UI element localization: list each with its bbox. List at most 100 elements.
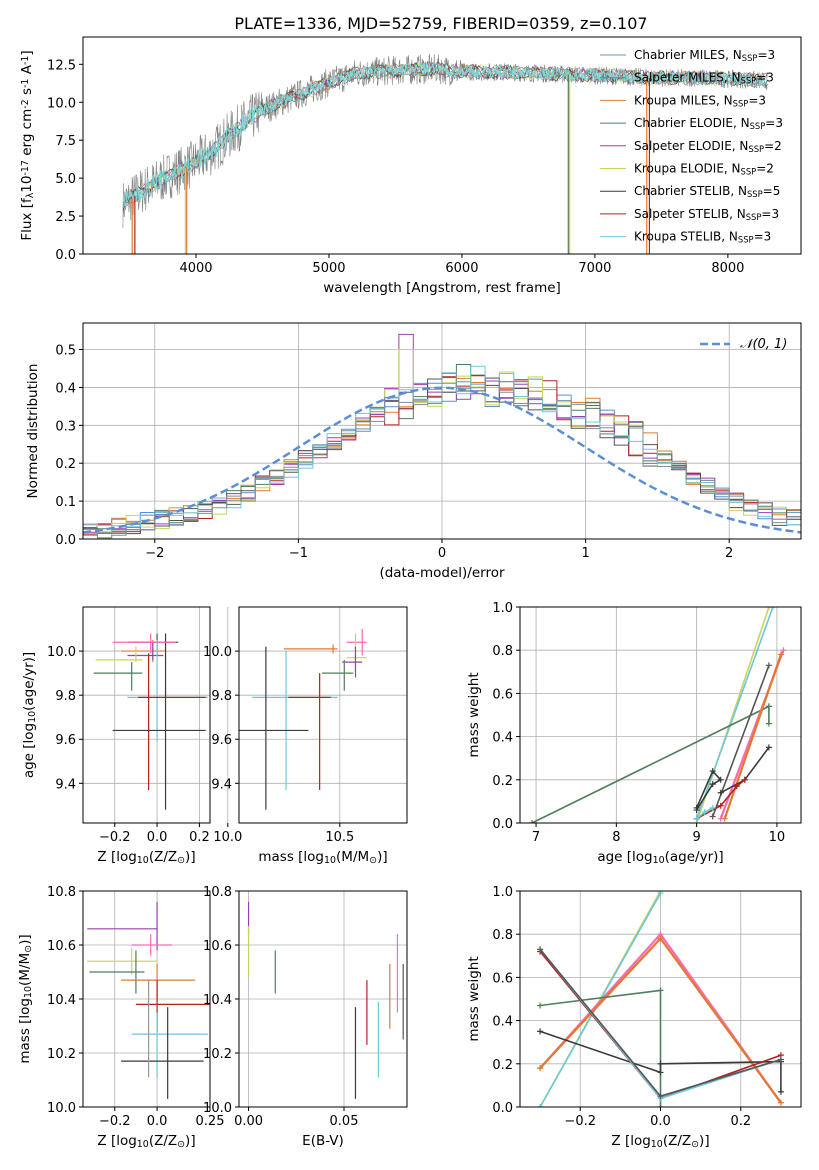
series-marker	[657, 1104, 664, 1107]
x-tick-label: −0.2	[564, 1114, 596, 1129]
text-span: Kroupa MILES, N	[634, 93, 733, 107]
y-tick-label: 10.0	[47, 1101, 76, 1116]
series-marker	[777, 1099, 784, 1106]
x-tick-label: 1	[581, 546, 589, 561]
plot-area	[122, 53, 768, 254]
series-marker	[709, 813, 716, 820]
y-axis-label: mass weight	[466, 956, 482, 1041]
x-tick-label: 0.05	[330, 1114, 359, 1129]
x-axis-label: (data-model)/error	[379, 565, 505, 581]
subscript: SSP	[747, 189, 763, 199]
text-span: age [log	[21, 723, 37, 778]
series-marker	[529, 820, 536, 823]
text-span: =3	[748, 93, 766, 107]
histogram-step-line	[83, 372, 801, 539]
text-span: Kroupa ELODIE, N	[634, 162, 741, 176]
y-tick-label: 10.6	[203, 939, 232, 954]
x-tick-label: 0.00	[234, 1114, 263, 1129]
subscript: 10	[324, 855, 336, 866]
x-tick-label: −0.2	[99, 1114, 131, 1129]
panel-age_vs_Z: −0.2 0.0 0.29.49.69.810.0Z [log10(Z/Z⊙)]ag…	[21, 606, 211, 866]
x-axis-label: E(B-V)	[302, 1133, 344, 1149]
text-span: E(B-V)	[302, 1133, 344, 1149]
legend-label: Salpeter STELIB, NSSP=3	[634, 207, 779, 222]
y-tick-label: 0.5	[55, 344, 76, 359]
series-line	[723, 654, 782, 820]
series-marker	[709, 804, 716, 811]
text-span: =3	[761, 207, 779, 221]
axes-frame	[519, 606, 802, 824]
spectrum-model-line	[122, 63, 768, 209]
y-axis-label: Flux [fλ10-17 erg cm-2 s-1 A-1]	[19, 50, 36, 240]
y-tick-label: 0.8	[492, 928, 513, 943]
series-marker	[721, 815, 728, 822]
series-marker	[657, 987, 664, 994]
plot-area	[529, 607, 787, 823]
y-tick-label: 10.8	[47, 885, 76, 900]
y-tick-label: 9.6	[211, 733, 232, 748]
y-tick-label: 0.4	[55, 381, 76, 396]
y-tick-label: 10.4	[47, 993, 76, 1008]
series-marker	[701, 809, 708, 816]
subscript: ⊙	[369, 855, 377, 866]
superscript: -1	[20, 79, 31, 88]
y-tick-label: 0.4	[492, 1015, 513, 1030]
text-span: age [log	[597, 849, 652, 865]
superscript: -2	[20, 99, 31, 108]
subscript: 10	[137, 855, 149, 866]
text-span: 10	[19, 176, 35, 193]
text-span: (Z/Z	[149, 1133, 177, 1149]
histogram-step-line	[83, 378, 801, 534]
text-span: )]	[377, 849, 388, 865]
axes-frame	[82, 36, 802, 255]
text-span: (Z/Z	[663, 1133, 691, 1149]
text-span: erg cm	[19, 109, 35, 160]
series-marker	[741, 776, 748, 783]
text-span: Z [log	[97, 849, 136, 865]
y-tick-label: 0.8	[492, 644, 513, 659]
x-tick-label: −0.2	[99, 830, 131, 845]
subscript: SSP	[746, 211, 762, 221]
plot-area	[87, 901, 210, 1099]
y-tick-label: 10.2	[47, 1047, 76, 1062]
y-tick-label: 9.4	[211, 777, 232, 792]
x-tick-label: 0.25	[196, 1114, 225, 1129]
axes-frame	[82, 606, 211, 824]
y-tick-label: 0.6	[492, 687, 513, 702]
y-axis-label: mass weight	[466, 672, 482, 757]
x-tick-label: 0.0	[650, 1114, 671, 1129]
subscript: 10	[651, 1139, 663, 1150]
panel-residuals: −2 −1 0 1 2 0.0 0.1 0.2 0.3 0.4 0.5 (data-model)/er…	[25, 322, 802, 581]
text-span: s	[19, 88, 35, 99]
subscript: 10	[23, 986, 34, 998]
x-tick-label: 0	[438, 546, 446, 561]
y-tick-label: 9.6	[55, 733, 76, 748]
y-tick-label: 0.1	[55, 495, 76, 510]
text-span: Chabrier ELODIE, N	[634, 116, 750, 130]
x-tick-label: 8	[612, 830, 620, 845]
axes-frame	[238, 606, 408, 824]
series-marker	[765, 720, 772, 727]
subscript: 10	[653, 855, 665, 866]
text-span: (age/yr)]	[665, 849, 724, 865]
subscript: ⊙	[691, 1139, 699, 1150]
legend-label: 𝒩(0, 1)	[740, 337, 787, 352]
y-tick-label: 0.4	[492, 731, 513, 746]
text-span: A	[19, 64, 35, 78]
superscript: -1	[20, 56, 31, 65]
text-span: (data-model)/error	[379, 565, 505, 581]
text-span: Z [log	[611, 1133, 650, 1149]
x-tick-label: 10.0	[213, 830, 242, 845]
panel-mass_vs_EBV: 0.00 0.05 10.0 10.2 10.4 10.6 10.8 E(B-V)	[203, 885, 408, 1149]
plot-area	[93, 633, 208, 810]
text-span: Salpeter ELODIE, N	[634, 139, 748, 153]
y-tick-label: 0.6	[492, 971, 513, 986]
text-span: =3	[757, 48, 775, 62]
histogram-step-line	[83, 377, 801, 534]
y-tick-label: 0.0	[55, 248, 76, 263]
math-span: 𝒩(0, 1)	[740, 337, 787, 352]
series-line	[695, 607, 774, 819]
x-tick-label: 0.0	[147, 1114, 168, 1129]
